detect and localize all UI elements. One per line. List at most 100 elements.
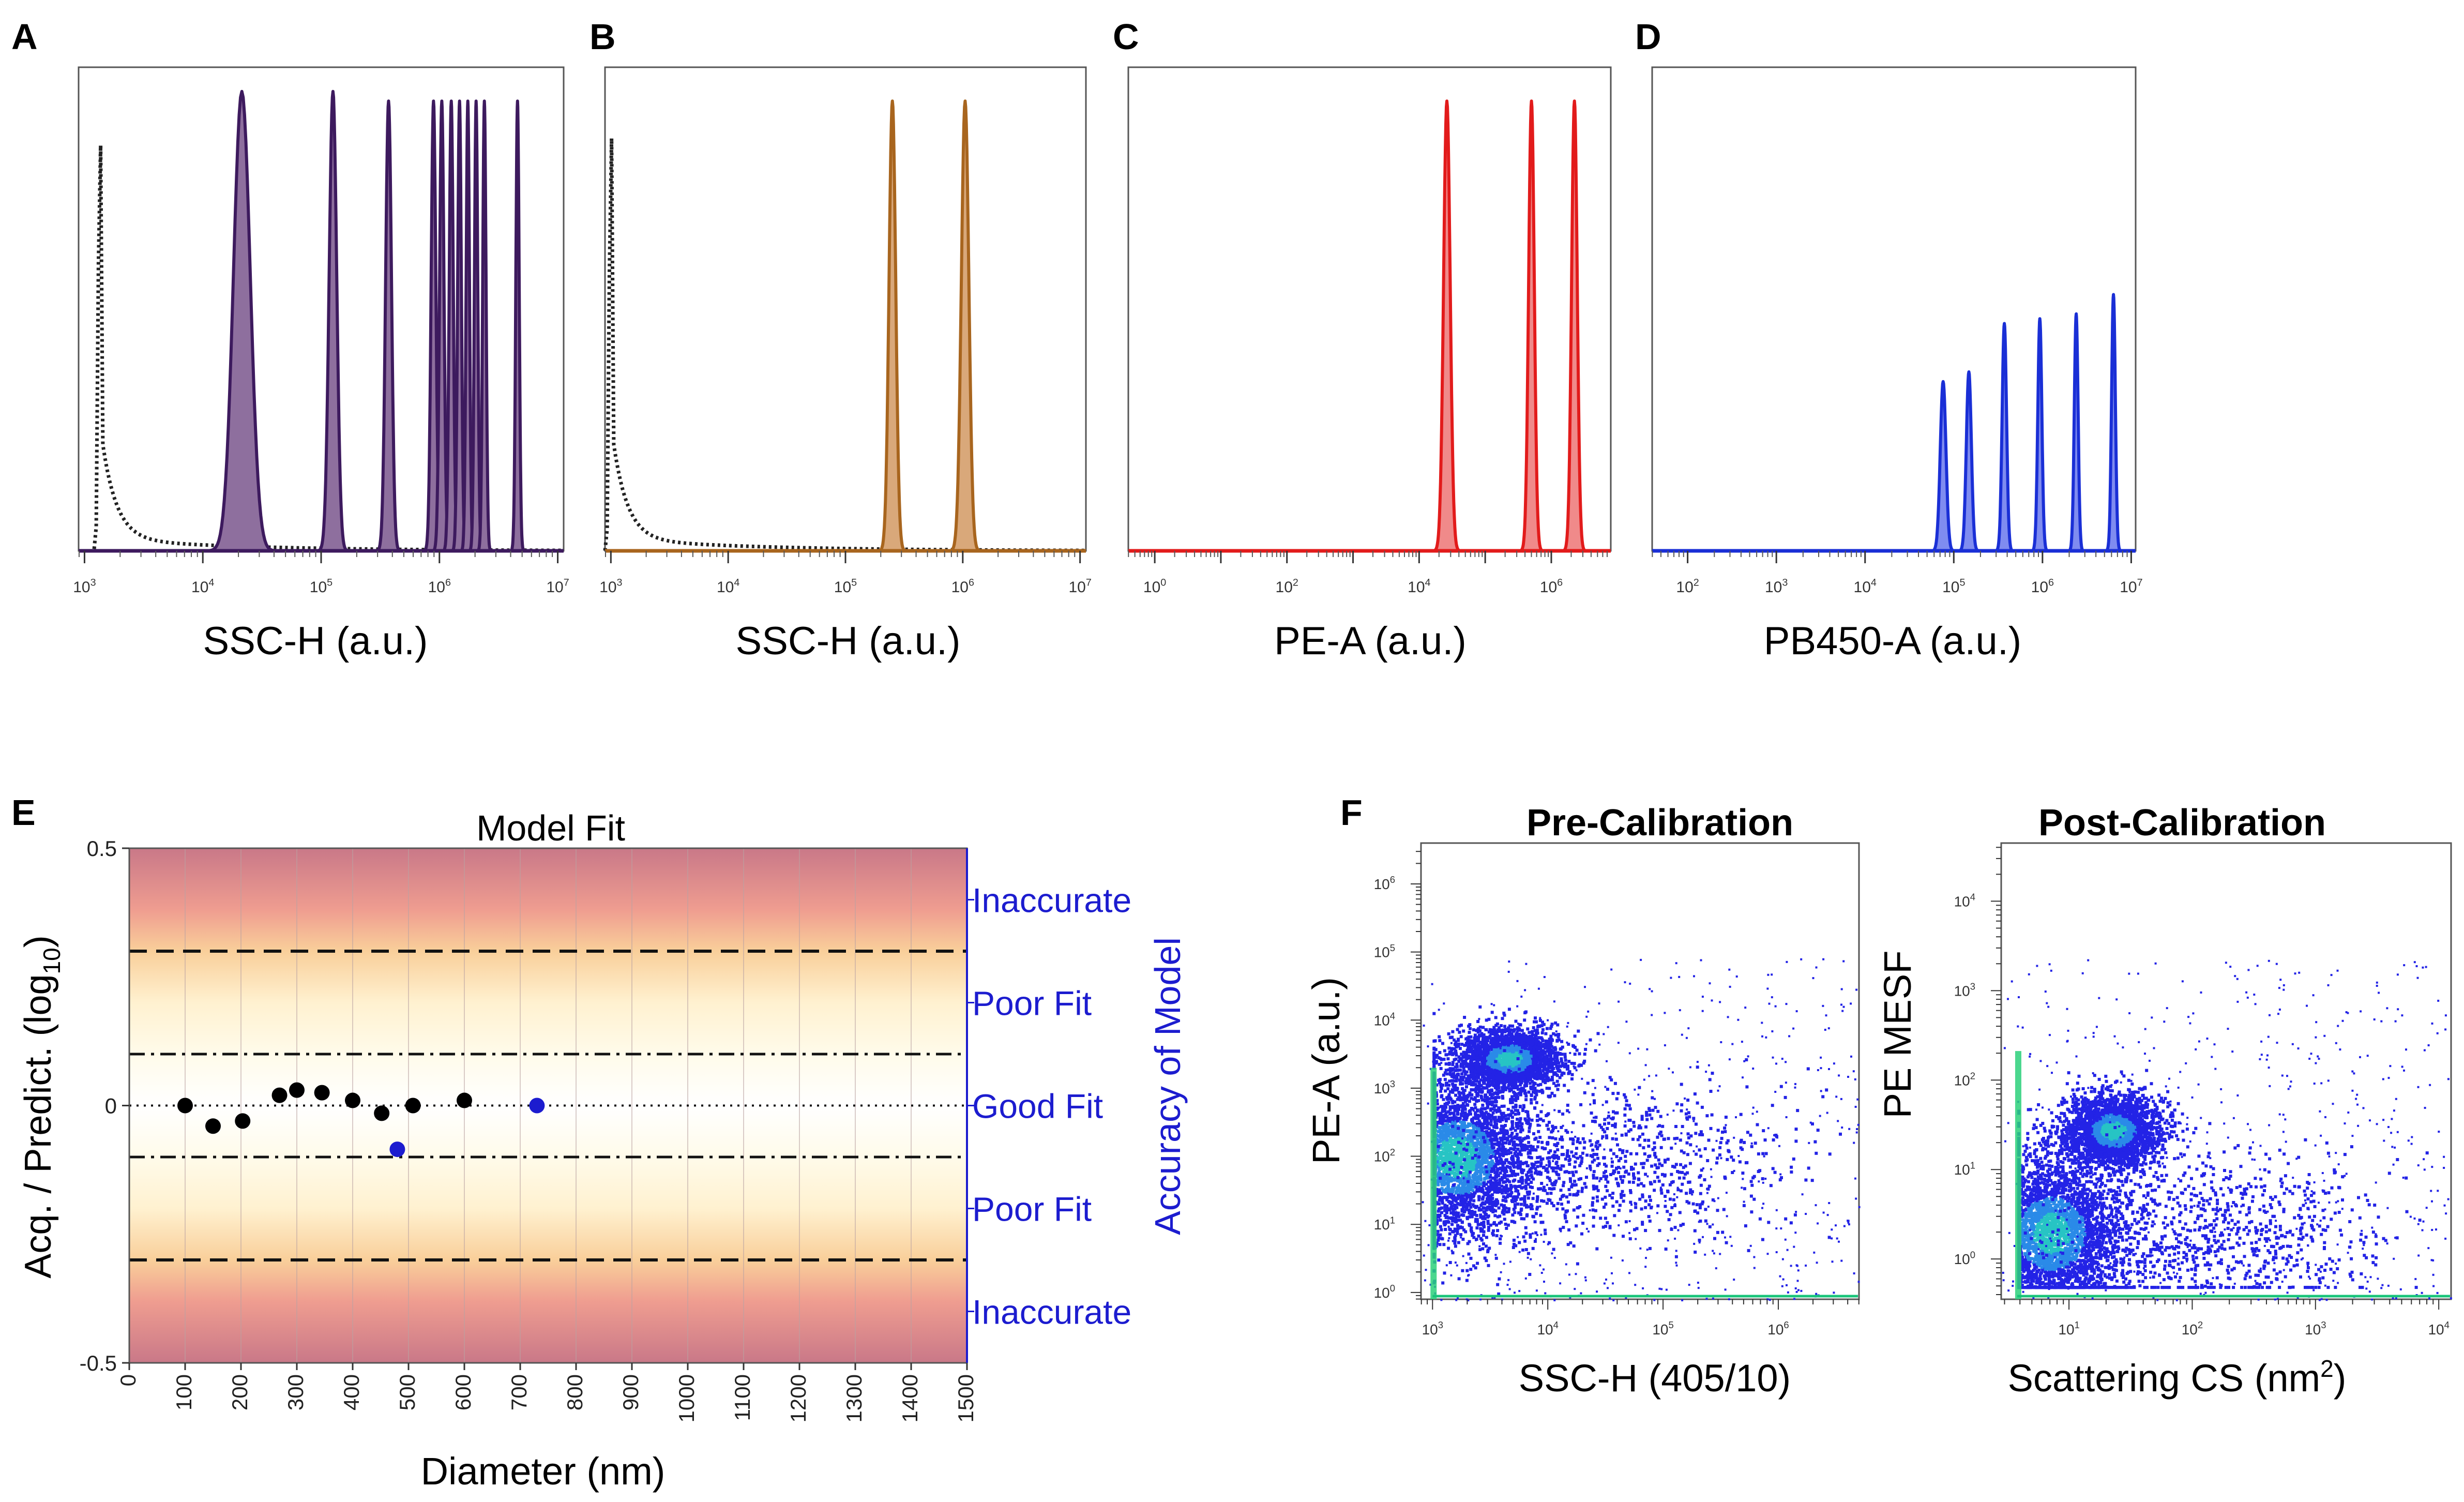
- event-dot: [1539, 1083, 1543, 1086]
- event-dot: [1492, 1221, 1496, 1224]
- event-dot: [1502, 1112, 1505, 1115]
- event-dot: [1473, 1076, 1476, 1079]
- event-dot: [1530, 1074, 1533, 1078]
- event-dot: [1434, 1056, 1438, 1059]
- event-dot: [1450, 1088, 1454, 1092]
- event-dot: [1510, 1044, 1514, 1047]
- event-dot: [1464, 1057, 1468, 1061]
- data-point-black: [345, 1092, 360, 1108]
- event-dot: [1534, 1069, 1538, 1072]
- event-dot: [1449, 1211, 1453, 1215]
- event-dot: [1504, 1150, 1507, 1154]
- event-dot: [1490, 1031, 1494, 1035]
- model-fit-points: [177, 1082, 545, 1158]
- event-dot: [1554, 1084, 1558, 1088]
- event-dot: [1458, 1191, 1462, 1194]
- event-dot: [1502, 1207, 1506, 1211]
- event-dot: [1490, 1028, 1493, 1032]
- event-dot: [1459, 1203, 1462, 1207]
- event-dot: [1451, 1061, 1455, 1064]
- event-dot: [1526, 1042, 1529, 1046]
- event-dot: [1538, 1069, 1542, 1072]
- event-dot: [1490, 1045, 1494, 1048]
- event-dot: [1482, 1086, 1485, 1089]
- event-dot: [1475, 1051, 1479, 1055]
- event-dot: [1511, 1111, 1515, 1115]
- event-dot: [1527, 1205, 1531, 1209]
- x-tick-label-exponent: 7: [1086, 577, 1092, 588]
- event-dot: [1536, 1025, 1539, 1028]
- event-dot: [1539, 1077, 1543, 1080]
- event-dot: [1471, 1072, 1474, 1076]
- event-dot: [1492, 1138, 1496, 1142]
- event-dot: [1514, 1083, 1518, 1087]
- event-dot: [1443, 1209, 1447, 1212]
- event-dot: [1493, 1214, 1497, 1218]
- data-point-black: [289, 1082, 305, 1098]
- event-dot: [1512, 1090, 1516, 1094]
- model-fit-y-label-end: ): [18, 935, 59, 948]
- event-dot: [1505, 1210, 1509, 1214]
- event-dot: [1440, 1094, 1444, 1098]
- event-dot: [1486, 1069, 1489, 1072]
- event-dot: [1507, 1008, 1511, 1011]
- event-dot: [1501, 1017, 1504, 1020]
- event-dot: [1567, 1089, 1570, 1093]
- event-dot: [1498, 1214, 1502, 1218]
- event-dot: [1509, 1068, 1513, 1071]
- event-dot: [1583, 1059, 1586, 1063]
- event-dot: [1512, 1056, 1516, 1059]
- event-dot: [1459, 1076, 1463, 1079]
- x-tick-label: 500: [395, 1374, 419, 1410]
- event-dot: [1516, 1036, 1519, 1040]
- event-dot: [1444, 1176, 1448, 1179]
- event-dot: [1531, 1033, 1534, 1037]
- event-dot: [1516, 1097, 1519, 1100]
- event-dot: [1458, 1117, 1462, 1120]
- event-dot: [1560, 1125, 1563, 1129]
- event-dot: [1526, 1252, 1530, 1255]
- event-dot: [1450, 1035, 1454, 1039]
- event-dot: [1466, 1124, 1470, 1128]
- event-dot: [1477, 1027, 1480, 1030]
- event-dot: [1535, 1020, 1538, 1024]
- event-dot: [1492, 1039, 1496, 1043]
- event-dot: [1454, 1057, 1458, 1061]
- event-dot: [1492, 1026, 1496, 1029]
- event-dot: [1488, 1060, 1491, 1063]
- event-dot: [1465, 1205, 1469, 1208]
- event-dot: [1517, 1156, 1520, 1160]
- event-dot: [1477, 1033, 1481, 1037]
- event-dot: [1469, 1268, 1473, 1271]
- event-dot: [1512, 1042, 1516, 1045]
- event-dot: [1453, 1088, 1457, 1092]
- event-dot: [1519, 1023, 1522, 1027]
- event-dot: [1511, 1028, 1515, 1032]
- event-dot: [1550, 1025, 1553, 1028]
- event-dot: [1526, 1038, 1530, 1042]
- event-dot: [1557, 1064, 1561, 1068]
- event-dot: [1461, 1107, 1464, 1110]
- event-dot: [1493, 1045, 1496, 1048]
- event-dot: [1453, 1241, 1457, 1245]
- event-dot: [1458, 1068, 1462, 1072]
- event-dot: [1508, 1042, 1512, 1045]
- model-fit-y-label: Acq. / Predict. (log10): [18, 935, 65, 1278]
- x-axis-label: SSC-H (a.u.): [203, 619, 428, 663]
- event-dot: [1517, 1059, 1520, 1063]
- event-dot: [1476, 1261, 1479, 1265]
- event-dot: [1545, 1027, 1549, 1030]
- event-dot: [1504, 1087, 1507, 1090]
- event-dot: [1516, 1055, 1520, 1059]
- event-dot: [1524, 1034, 1528, 1038]
- x-tick-label-exponent: 6: [969, 577, 974, 588]
- x-tick-label: 105: [310, 577, 332, 596]
- event-dot: [1543, 1057, 1547, 1060]
- event-dot: [1460, 1072, 1464, 1076]
- event-dot: [1485, 1236, 1488, 1239]
- event-dot: [1570, 1077, 1574, 1080]
- model-fit-threshold-lines: [129, 950, 967, 1261]
- event-dot: [1536, 1206, 1539, 1209]
- reference-trace: [603, 138, 1086, 552]
